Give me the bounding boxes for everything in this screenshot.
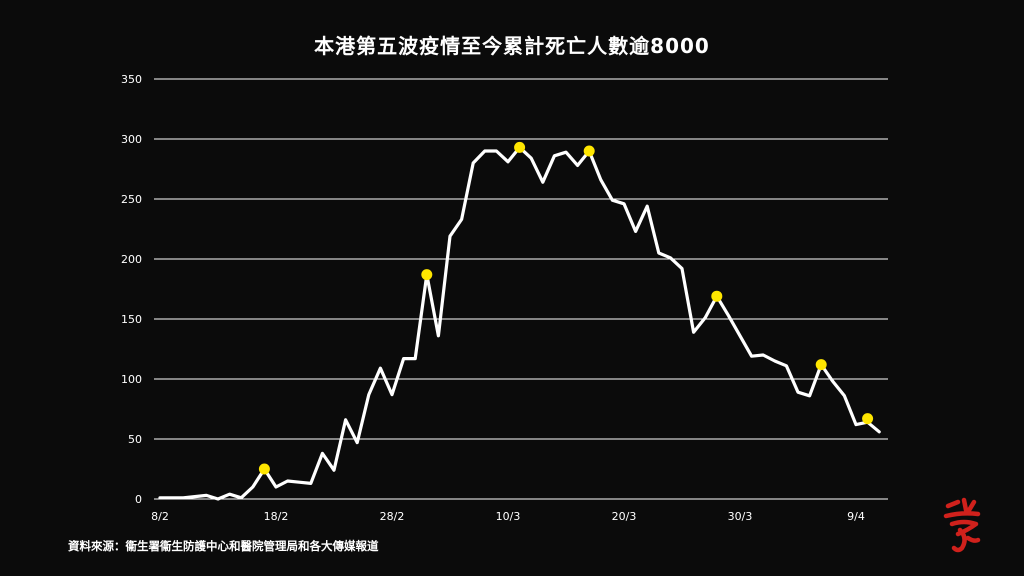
source-note: 資料來源：衞生署衞生防護中心和醫院管理局和各大傳媒報道 <box>68 539 379 553</box>
series-line <box>158 145 881 501</box>
highlight-point <box>583 145 595 157</box>
x-tick-label: 20/3 <box>612 510 637 523</box>
x-tick-label: 18/2 <box>264 510 289 523</box>
x-axis-ticks: 8/2 18/2 28/2 10/3 20/3 30/3 9/4 <box>151 510 865 523</box>
y-tick-label: 0 <box>135 493 142 506</box>
y-axis-ticks: 0 50 100 150 200 250 300 350 <box>121 73 142 506</box>
chart-title: 本港第五波疫情至今累計死亡人數逾8000 <box>314 34 710 58</box>
x-tick-label: 28/2 <box>380 510 405 523</box>
y-tick-label: 250 <box>121 193 142 206</box>
x-tick-label: 8/2 <box>151 510 169 523</box>
x-tick-label: 10/3 <box>496 510 521 523</box>
x-tick-label: 30/3 <box>728 510 753 523</box>
highlight-point <box>815 359 827 371</box>
y-tick-label: 50 <box>128 433 142 446</box>
y-tick-label: 300 <box>121 133 142 146</box>
y-tick-label: 150 <box>121 313 142 326</box>
highlight-point <box>862 413 874 425</box>
highlight-points <box>258 141 874 475</box>
highlight-point <box>421 269 433 281</box>
highlight-point <box>258 463 270 475</box>
grid-lines <box>154 78 888 500</box>
brand-logo: 樂 <box>943 497 981 553</box>
y-tick-label: 350 <box>121 73 142 86</box>
highlight-point <box>711 290 723 302</box>
y-tick-label: 200 <box>121 253 142 266</box>
series-line-layer <box>158 145 881 501</box>
x-tick-label: 9/4 <box>847 510 865 523</box>
y-tick-label: 100 <box>121 373 142 386</box>
highlight-point <box>514 141 526 153</box>
